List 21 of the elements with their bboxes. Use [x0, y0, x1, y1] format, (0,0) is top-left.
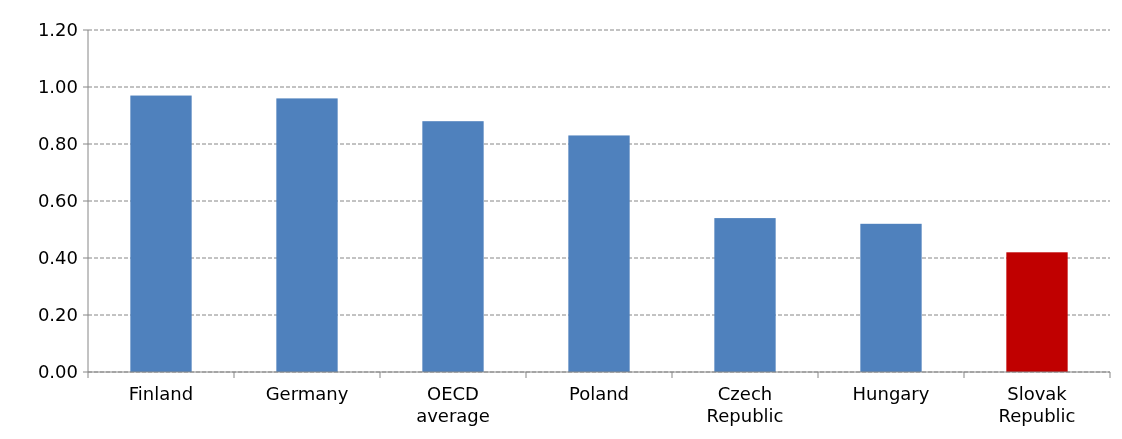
- y-tick-label: 1.00: [37, 76, 78, 98]
- x-tick-label: Poland: [568, 383, 630, 404]
- bar: [422, 121, 484, 372]
- y-tick-label: 0.80: [37, 133, 78, 155]
- y-tick-label: 0.60: [37, 190, 78, 212]
- x-tick-label: Slovak Republic: [998, 383, 1076, 426]
- bar: [1006, 252, 1068, 372]
- bar: [714, 218, 776, 372]
- y-tick-label: 0.40: [37, 247, 78, 269]
- y-tick-label: 0.00: [37, 361, 78, 383]
- y-tick-label: 1.20: [37, 19, 78, 41]
- y-tick-label: 0.20: [37, 304, 78, 326]
- x-tick-label: Germany: [265, 383, 349, 404]
- bar: [568, 135, 630, 372]
- x-tick-label: Czech Republic: [706, 383, 784, 426]
- bar: [860, 223, 922, 372]
- x-tick-label: Hungary: [852, 383, 930, 404]
- bar: [276, 98, 338, 372]
- x-tick-label: OECD average: [416, 383, 490, 426]
- bar: [130, 95, 192, 372]
- x-tick-label: Finland: [128, 383, 194, 404]
